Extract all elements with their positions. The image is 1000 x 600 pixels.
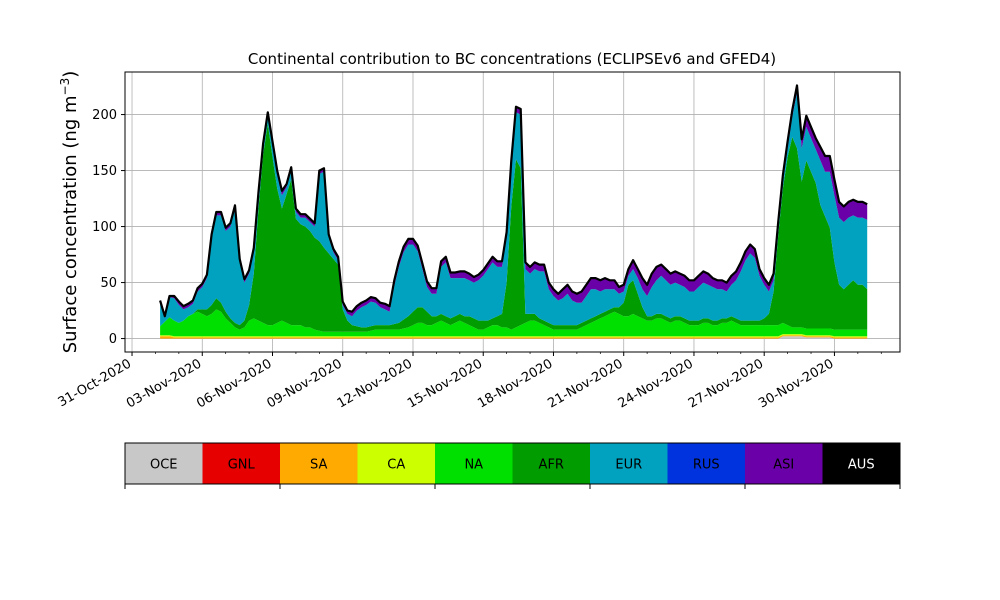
area-ca	[160, 334, 868, 338]
total-outline	[159, 84, 868, 318]
y-tick-label: 200	[92, 108, 117, 123]
area-oce	[160, 336, 868, 339]
legend-swatch-na	[435, 443, 513, 484]
area-na	[160, 309, 868, 337]
legend-label-rus: RUS	[693, 458, 720, 473]
area-sa	[160, 335, 868, 339]
legend-label-oce: OCE	[150, 458, 178, 473]
legend-label-sa: SA	[310, 458, 327, 473]
x-tick-label: 24-Nov-2020	[616, 356, 696, 411]
legend-swatch-rus	[667, 443, 746, 484]
legend-label-eur: EUR	[615, 458, 642, 473]
y-tick-label: 150	[92, 164, 117, 179]
area-afr	[160, 123, 868, 332]
colorbar-legend: OCE GNL SA CA NA AFR EUR RUS ASI AUS	[124, 442, 901, 489]
x-tick-label: 18-Nov-2020	[475, 356, 555, 411]
legend-label-ca: CA	[387, 458, 405, 473]
legend-swatch-oce	[125, 443, 203, 484]
legend-label-na: NA	[464, 458, 483, 473]
colorbar-frame	[124, 442, 901, 485]
legend-swatch-aus	[822, 443, 901, 484]
legend-swatch-afr	[512, 443, 591, 484]
chart-title: Continental contribution to BC concentra…	[248, 50, 776, 68]
x-tick-label: 15-Nov-2020	[405, 356, 485, 411]
legend-swatch-eur	[590, 443, 668, 484]
legend-swatch-sa	[280, 443, 358, 484]
plot-frame	[124, 71, 901, 353]
y-axis-label: Surface concentration (ng m−3)	[58, 71, 81, 354]
x-tick-label: 06-Nov-2020	[194, 356, 274, 411]
x-tick-label: 30-Nov-2020	[756, 356, 836, 411]
x-tick-label: 09-Nov-2020	[264, 356, 344, 411]
y-tick-label: 50	[100, 276, 117, 291]
x-tick-label: 03-Nov-2020	[124, 356, 204, 411]
legend-swatch-asi	[745, 443, 823, 484]
x-tick-label: 27-Nov-2020	[686, 356, 766, 411]
x-tick-label: 31-Oct-2020	[56, 356, 134, 410]
legend-label-aus: AUS	[848, 458, 875, 473]
axes: 0 50 100 150 200 31-Oct-202003-Nov-202006-Nov…	[56, 71, 901, 411]
y-tick-label: 0	[109, 332, 117, 347]
stacked-areas	[159, 84, 868, 339]
x-tick-label: 21-Nov-2020	[545, 356, 625, 411]
legend-label-asi: ASI	[773, 458, 794, 473]
y-tick-label: 100	[92, 220, 117, 235]
legend-label-gnl: GNL	[228, 458, 256, 473]
x-tick-label: 12-Nov-2020	[335, 356, 415, 411]
legend-swatch-gnl	[202, 443, 281, 484]
legend-swatch-ca	[357, 443, 436, 484]
legend-label-afr: AFR	[539, 458, 564, 473]
